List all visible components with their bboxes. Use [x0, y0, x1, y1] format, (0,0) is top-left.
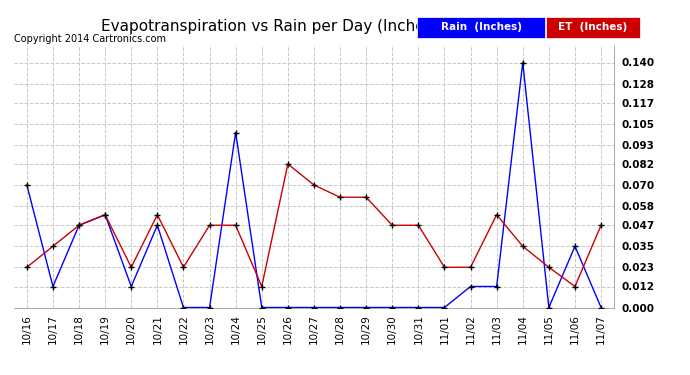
- Text: Evapotranspiration vs Rain per Day (Inches) 20141108: Evapotranspiration vs Rain per Day (Inch…: [101, 19, 520, 34]
- Text: ET  (Inches): ET (Inches): [558, 22, 628, 32]
- Text: Copyright 2014 Cartronics.com: Copyright 2014 Cartronics.com: [14, 34, 166, 44]
- Text: Rain  (Inches): Rain (Inches): [441, 22, 522, 32]
